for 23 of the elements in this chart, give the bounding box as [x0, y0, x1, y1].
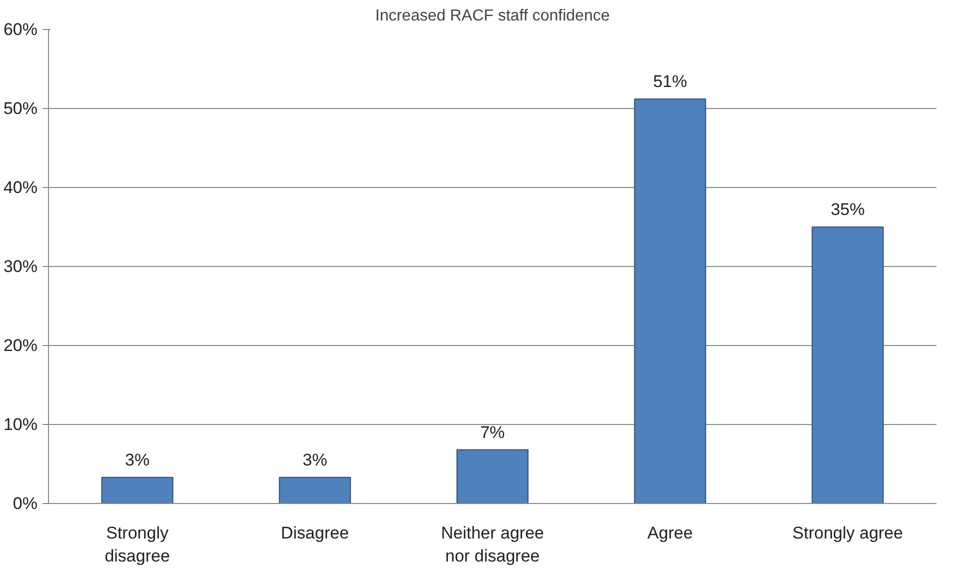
- x-tick-label: Strongly agree: [792, 524, 903, 542]
- bar: [278, 476, 351, 504]
- data-label: 7%: [480, 422, 505, 442]
- bar: [634, 98, 706, 504]
- y-tick-label: 20%: [3, 336, 38, 355]
- data-label: 35%: [830, 200, 865, 219]
- x-tick-label: Strongly disagree: [104, 524, 170, 566]
- bar: [812, 226, 884, 504]
- y-tick-label: 40%: [3, 178, 38, 197]
- y-tick-label: 0%: [12, 494, 38, 513]
- y-tick-label: 50%: [3, 99, 38, 118]
- x-tick-label: Neither agree nor disagree: [441, 524, 544, 566]
- y-tick-label: 10%: [3, 415, 38, 434]
- x-tick-label: Agree: [647, 524, 693, 542]
- x-tick-label: Disagree: [280, 524, 349, 542]
- y-tick-label: 30%: [3, 257, 38, 276]
- chart-title: Increased RACF staff confidence: [375, 8, 610, 24]
- data-label: 3%: [125, 450, 150, 470]
- bar: [456, 449, 529, 504]
- data-label: 51%: [653, 72, 688, 92]
- data-label: 3%: [302, 450, 328, 470]
- bar: [101, 476, 174, 504]
- y-tick-label: 60%: [3, 20, 38, 39]
